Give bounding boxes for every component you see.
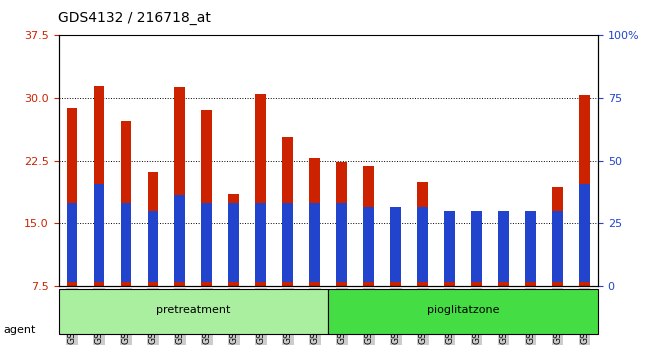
Bar — [417, 207, 428, 282]
Bar — [417, 182, 428, 349]
Bar — [148, 211, 159, 282]
Bar — [202, 203, 213, 282]
Bar — [255, 94, 266, 349]
Bar — [202, 110, 213, 349]
Bar — [444, 219, 455, 349]
Bar — [363, 207, 374, 282]
Bar — [282, 137, 293, 349]
Bar — [552, 187, 563, 349]
Bar — [336, 203, 347, 282]
Bar — [174, 87, 185, 349]
Bar — [363, 166, 374, 349]
Bar — [471, 217, 482, 349]
Bar — [282, 203, 293, 282]
Bar — [498, 235, 509, 349]
Bar — [228, 203, 239, 282]
Bar — [309, 203, 320, 282]
Bar — [390, 207, 401, 282]
Text: pioglitatzone: pioglitatzone — [427, 305, 499, 315]
Text: agent: agent — [3, 325, 36, 335]
Bar — [336, 162, 347, 349]
Bar — [174, 195, 185, 282]
Bar — [148, 172, 159, 349]
Bar — [120, 121, 131, 349]
Bar — [94, 184, 105, 282]
Bar — [94, 86, 105, 349]
Bar — [471, 211, 482, 282]
Bar — [525, 211, 536, 282]
Bar — [525, 218, 536, 349]
Bar — [120, 203, 131, 282]
Bar — [498, 211, 509, 282]
FancyBboxPatch shape — [58, 289, 328, 334]
FancyBboxPatch shape — [328, 289, 598, 334]
Bar — [579, 95, 590, 349]
Text: pretreatment: pretreatment — [156, 305, 231, 315]
Bar — [255, 203, 266, 282]
Bar — [309, 158, 320, 349]
Bar — [444, 211, 455, 282]
Bar — [552, 211, 563, 282]
Bar — [390, 227, 401, 349]
Text: GDS4132 / 216718_at: GDS4132 / 216718_at — [58, 11, 211, 25]
Bar — [66, 108, 77, 349]
Bar — [66, 203, 77, 282]
Bar — [579, 184, 590, 282]
Bar — [228, 194, 239, 349]
